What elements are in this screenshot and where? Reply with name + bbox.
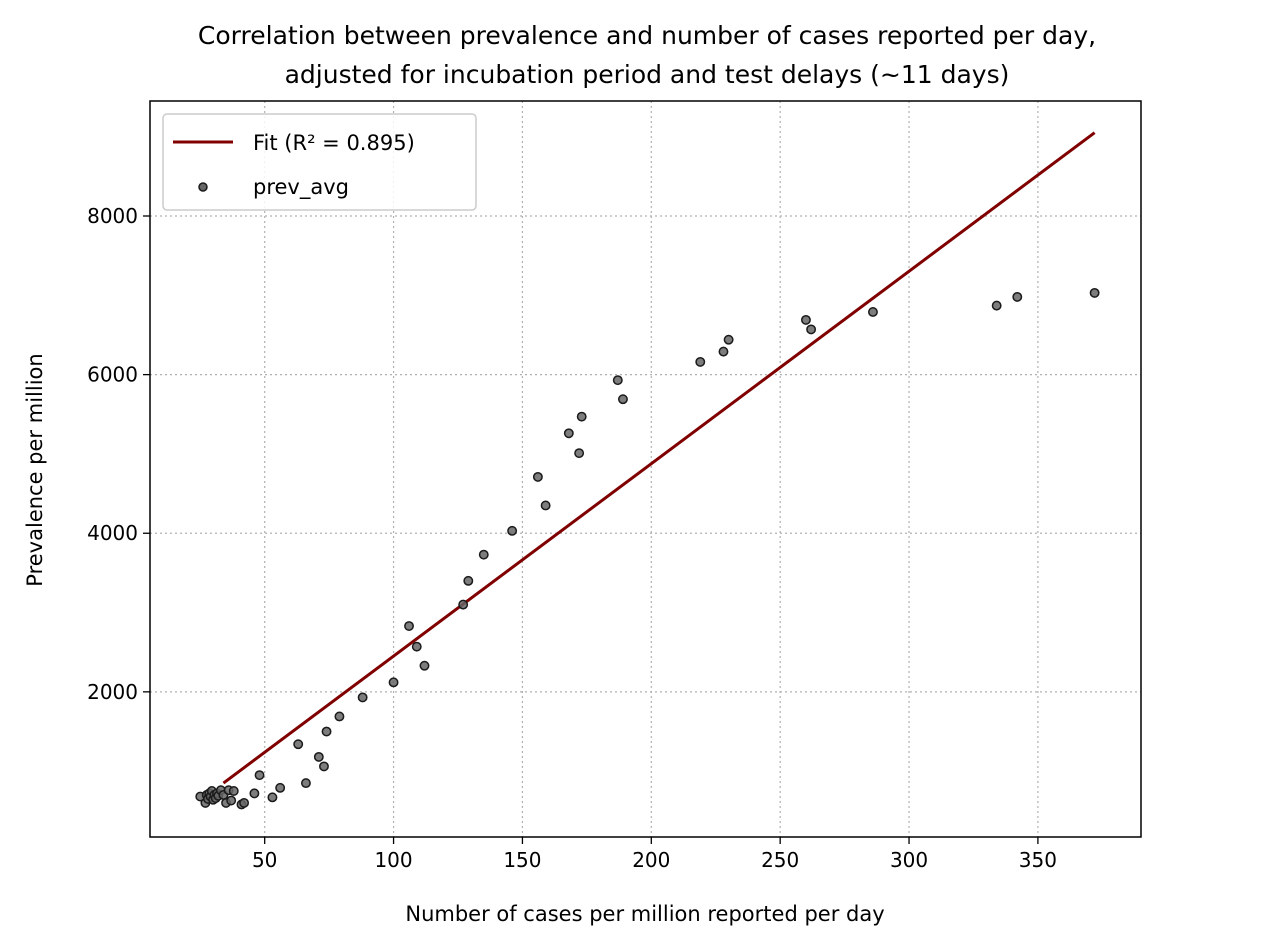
y-axis: 2000 4000 6000 8000: [87, 204, 150, 704]
data-point: [806, 324, 817, 335]
plot-area-frame: [149, 100, 1142, 838]
y-tick-label: 2000: [87, 680, 138, 704]
data-point: [267, 792, 278, 803]
legend: Fit (R² = 0.895) prev_avg: [162, 113, 477, 211]
data-point: [800, 314, 811, 325]
fit-line-series: [222, 131, 1096, 785]
data-point: [576, 411, 587, 422]
x-tick-label: 100: [374, 848, 412, 872]
y-axis-label: Prevalence per million: [23, 353, 47, 586]
data-point: [357, 692, 368, 703]
x-tick-label: 50: [252, 848, 277, 872]
legend-scatter-swatch: [198, 182, 208, 192]
data-point: [228, 786, 239, 796]
data-point: [718, 346, 729, 357]
legend-box: [162, 113, 477, 211]
data-point: [695, 356, 706, 367]
y-tick-label: 4000: [87, 521, 138, 545]
data-point: [404, 621, 414, 631]
legend-scatter-label: prev_avg: [253, 175, 349, 200]
data-point: [239, 797, 250, 808]
x-tick-label: 150: [503, 848, 541, 872]
data-point: [321, 726, 332, 737]
data-point: [249, 788, 260, 799]
data-point: [507, 525, 518, 536]
scatter-points: [195, 287, 1100, 810]
data-point: [1089, 287, 1100, 298]
data-point: [319, 761, 329, 772]
data-point: [617, 394, 628, 405]
chart-subtitle: adjusted for incubation period and test …: [285, 60, 1010, 89]
data-point: [532, 471, 543, 482]
data-point: [723, 334, 734, 345]
x-tick-label: 350: [1019, 848, 1057, 872]
data-point: [300, 778, 311, 789]
data-point: [612, 375, 623, 386]
data-point: [419, 660, 430, 671]
x-tick-label: 200: [632, 848, 670, 872]
data-point: [334, 711, 345, 722]
grid-lines: [150, 101, 1141, 837]
data-point: [1012, 291, 1023, 302]
x-axis: 50 100 150 200 250 300 350: [252, 837, 1057, 872]
data-point: [478, 549, 489, 560]
data-point: [563, 428, 574, 439]
x-tick-label: 250: [761, 848, 799, 872]
y-tick-label: 6000: [87, 363, 138, 387]
data-point: [293, 739, 304, 750]
data-point: [991, 300, 1002, 311]
data-point: [540, 500, 551, 511]
data-point: [313, 751, 324, 762]
x-tick-label: 300: [890, 848, 928, 872]
data-point: [226, 795, 237, 806]
data-point: [458, 599, 469, 610]
legend-fit-label: Fit (R² = 0.895): [253, 131, 415, 155]
x-axis-label: Number of cases per million reported per…: [405, 902, 884, 926]
data-point: [254, 770, 265, 781]
data-point: [275, 782, 286, 793]
data-point: [463, 575, 474, 586]
y-tick-label: 8000: [87, 204, 138, 228]
data-point: [388, 677, 399, 688]
data-point: [574, 448, 585, 459]
data-point: [411, 641, 422, 652]
fit-line: [222, 131, 1096, 785]
chart-title: Correlation between prevalence and numbe…: [198, 21, 1096, 50]
data-point: [868, 307, 878, 317]
